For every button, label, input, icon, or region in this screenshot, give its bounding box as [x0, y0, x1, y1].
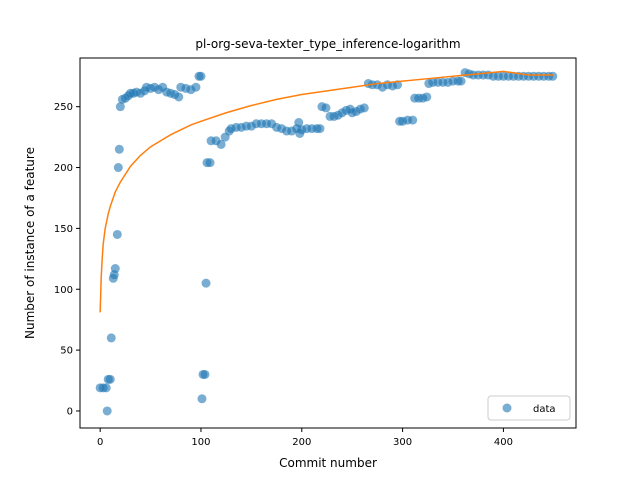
- legend-box: [487, 395, 571, 421]
- fit-line: [99, 70, 554, 313]
- x-tick-label: 300: [393, 437, 412, 448]
- x-tick-label: 400: [494, 437, 513, 448]
- y-tick-label: 200: [54, 163, 73, 174]
- legend-marker: [502, 403, 512, 413]
- axes-frame: [79, 57, 577, 429]
- y-tick-label: 50: [60, 346, 73, 357]
- x-tick-label: 0: [97, 437, 103, 448]
- y-tick-label: 0: [67, 406, 73, 417]
- data-point: [197, 394, 207, 404]
- y-tick-label: 100: [54, 285, 73, 296]
- plot-area: [95, 68, 558, 416]
- data-point: [191, 82, 201, 92]
- data-point: [456, 76, 466, 86]
- data-point: [106, 333, 116, 343]
- data-point: [101, 383, 111, 393]
- x-axis: 0 100 200 300 400: [97, 428, 513, 448]
- x-tick-label: 200: [292, 437, 311, 448]
- data-point: [216, 139, 226, 149]
- y-axis: 0 50 100 150 200 250: [54, 102, 80, 417]
- data-point: [115, 102, 125, 112]
- data-point: [174, 92, 184, 102]
- data-point: [102, 406, 112, 416]
- data-point: [205, 158, 215, 168]
- data-point: [114, 144, 124, 154]
- data-point: [359, 103, 369, 113]
- data-point: [294, 118, 304, 128]
- x-tick-label: 100: [191, 437, 210, 448]
- data-point: [200, 369, 210, 379]
- data-point: [113, 163, 123, 173]
- data-point: [196, 71, 206, 81]
- data-point: [110, 264, 120, 274]
- data-point: [112, 229, 122, 239]
- data-point: [201, 278, 211, 288]
- data-point: [315, 124, 325, 134]
- legend: data: [487, 395, 571, 421]
- data-point: [548, 71, 558, 81]
- y-axis-title: Number of instance of a feature: [23, 147, 37, 339]
- data-point: [105, 374, 115, 384]
- data-point: [408, 115, 418, 125]
- x-axis-title: Commit number: [279, 456, 377, 470]
- chart-title: pl-org-seva-texter_type_inference-logari…: [195, 37, 460, 51]
- data-point: [321, 103, 331, 113]
- y-tick-label: 150: [54, 224, 73, 235]
- data-point: [422, 92, 432, 102]
- y-tick-label: 250: [54, 102, 73, 113]
- legend-label-data: data: [533, 404, 556, 415]
